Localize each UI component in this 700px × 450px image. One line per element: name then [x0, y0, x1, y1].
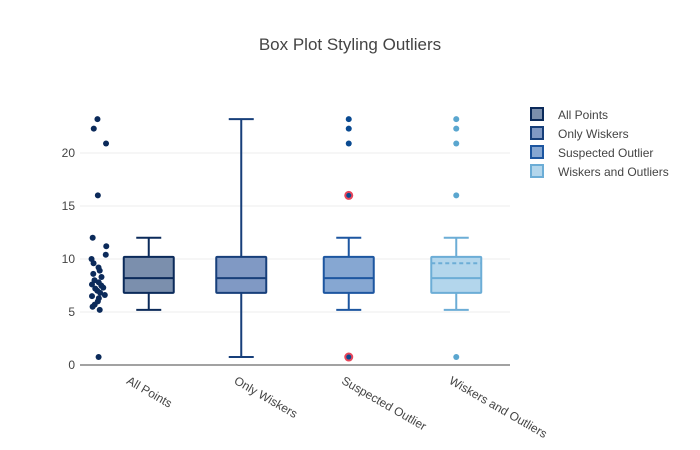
- outlier-point: [453, 125, 460, 132]
- data-point: [95, 295, 102, 302]
- legend-item[interactable]: Wiskers and Outliers: [530, 164, 669, 179]
- data-point: [94, 192, 101, 199]
- x-tick-label: Suspected Outlier: [339, 373, 429, 433]
- y-tick-label: 15: [62, 199, 76, 213]
- data-point: [92, 285, 99, 292]
- legend-swatch: [530, 164, 544, 178]
- data-point: [95, 354, 102, 361]
- outlier-point: [345, 125, 352, 132]
- box-body: [322, 255, 375, 294]
- legend-item[interactable]: All Points: [530, 107, 608, 122]
- legend-label: Suspected Outlier: [558, 146, 653, 160]
- data-point: [103, 140, 110, 147]
- plot-area: [88, 116, 483, 362]
- outlier-point: [345, 140, 352, 147]
- data-point: [95, 264, 102, 271]
- legend[interactable]: All Points Only Wiskers Suspected Outlier W…: [530, 107, 669, 179]
- legend-item[interactable]: Suspected Outlier: [530, 145, 653, 160]
- y-axis: 0 5 10 15 20: [62, 146, 76, 372]
- data-point: [89, 234, 96, 241]
- outlier-point: [453, 354, 460, 361]
- box-trace: [322, 116, 375, 362]
- legend-swatch: [530, 145, 544, 159]
- data-point: [96, 306, 103, 313]
- x-tick-label: Only Wiskers: [232, 373, 300, 420]
- legend-label: All Points: [558, 108, 608, 122]
- y-tick-label: 0: [68, 358, 75, 372]
- outlier-point: [453, 140, 460, 147]
- legend-label: Only Wiskers: [558, 127, 629, 141]
- x-tick-label: All Points: [124, 373, 174, 410]
- legend-swatch: [530, 126, 544, 140]
- data-point: [101, 292, 108, 299]
- legend-item[interactable]: Only Wiskers: [530, 126, 629, 141]
- box-trace: [215, 118, 268, 359]
- box-body: [122, 255, 175, 294]
- outlier-point: [345, 116, 352, 123]
- data-point: [98, 274, 105, 281]
- data-point: [103, 243, 110, 250]
- data-point: [91, 277, 98, 284]
- box-trace: [88, 116, 175, 361]
- box-trace: [430, 116, 483, 361]
- chart-title: Box Plot Styling Outliers: [259, 35, 441, 54]
- data-point: [90, 125, 97, 132]
- box-body: [215, 255, 268, 294]
- suspected-outlier-point: [344, 352, 354, 362]
- y-tick-label: 10: [62, 252, 76, 266]
- data-point: [94, 116, 101, 123]
- data-point: [90, 270, 97, 277]
- legend-label: Wiskers and Outliers: [558, 165, 669, 179]
- legend-swatch: [530, 107, 544, 121]
- y-tick-label: 20: [62, 146, 76, 160]
- x-tick-label: Wiskers and Outliers: [447, 373, 550, 440]
- box-body: [430, 255, 483, 294]
- data-point: [102, 251, 109, 258]
- y-tick-label: 5: [68, 305, 75, 319]
- outlier-point: [453, 192, 460, 199]
- suspected-outlier-point: [344, 190, 354, 200]
- x-axis: All Points Only Wiskers Suspected Outlier W…: [80, 364, 550, 441]
- outlier-point: [453, 116, 460, 123]
- data-point: [89, 293, 96, 300]
- data-point: [88, 256, 95, 262]
